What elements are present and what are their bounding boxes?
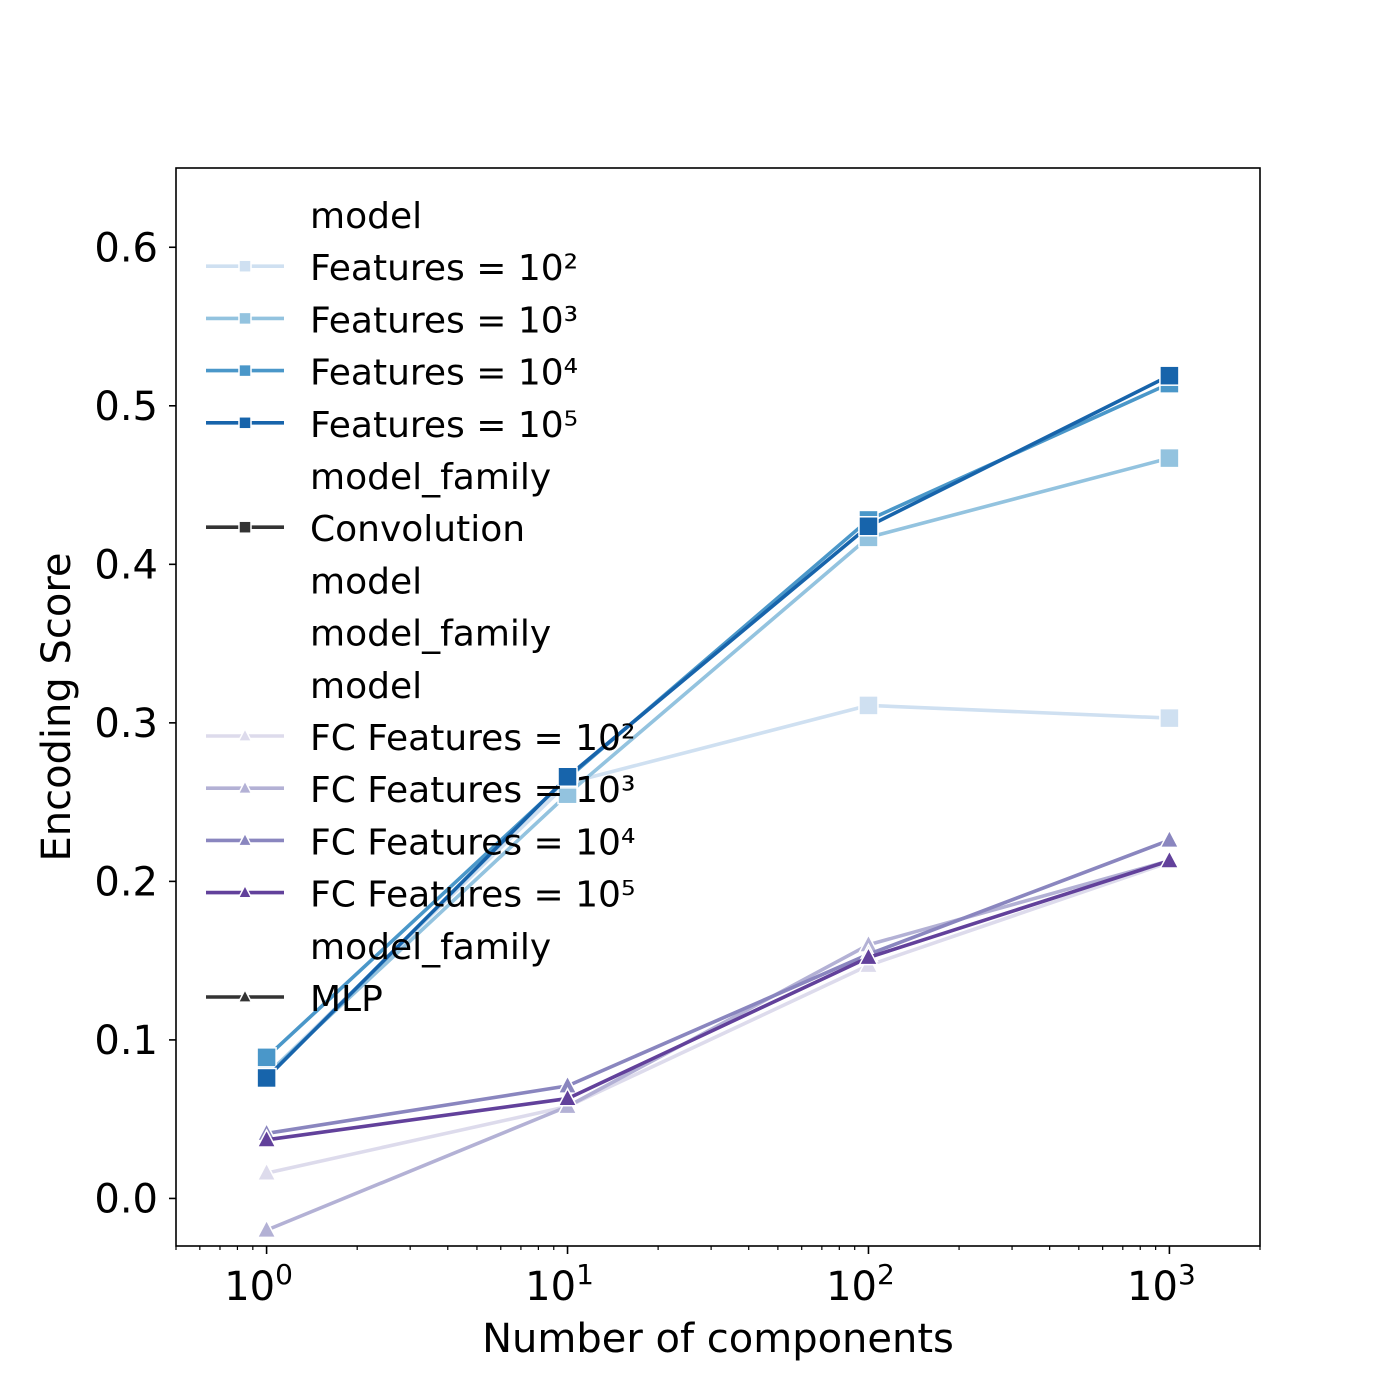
series-line xyxy=(265,456,1170,1077)
series-line xyxy=(266,838,1171,1136)
y-tick-label: 0.3 xyxy=(94,701,158,747)
series-line xyxy=(266,859,1170,1142)
legend-label: Features = 10³ xyxy=(310,300,578,341)
legend-marker xyxy=(238,311,252,326)
legend-header: model_family xyxy=(310,457,551,498)
series-fc-features-10- xyxy=(256,849,1180,1148)
series-line xyxy=(265,374,1171,1080)
legend-marker xyxy=(237,727,253,742)
legend-marker xyxy=(238,416,252,430)
series-features-10- xyxy=(256,365,1180,1089)
data-point xyxy=(256,1161,277,1182)
data-point xyxy=(858,945,879,966)
series-features-10- xyxy=(256,447,1180,1086)
x-tick-label: 102 xyxy=(826,1258,895,1310)
data-point xyxy=(1159,707,1180,729)
legend-marker xyxy=(237,883,253,899)
legend-marker xyxy=(238,259,252,273)
plot-frame xyxy=(175,167,1261,1247)
data-point xyxy=(256,1128,277,1148)
y-tick-label: 0.6 xyxy=(94,225,158,271)
legend-label: Features = 10² xyxy=(310,248,578,289)
legend-header: model xyxy=(310,561,422,602)
legend-label: FC Features = 10³ xyxy=(310,770,635,811)
series-line xyxy=(265,859,1170,1232)
legend-label: Convolution xyxy=(310,509,525,550)
data-point xyxy=(256,1218,277,1239)
y-axis-label: Encoding Score xyxy=(34,552,80,861)
data-point xyxy=(557,766,578,788)
legend-marker xyxy=(237,831,253,847)
legend-marker xyxy=(238,520,252,534)
legend-marker xyxy=(237,779,253,795)
data-point xyxy=(256,1047,277,1068)
y-tick-label: 0.1 xyxy=(94,1018,158,1064)
x-tick-label: 100 xyxy=(224,1258,293,1310)
x-tick-label: 101 xyxy=(525,1258,594,1310)
legend-header: model_family xyxy=(310,927,551,968)
series-line xyxy=(266,860,1170,1175)
y-tick-label: 0.5 xyxy=(94,384,158,430)
y-tick-label: 0.2 xyxy=(94,859,158,905)
legend-marker xyxy=(237,988,253,1003)
data-point xyxy=(256,1067,277,1089)
data-point xyxy=(1159,828,1180,849)
data-point xyxy=(858,516,879,537)
legend-header: model xyxy=(310,196,422,237)
data-point xyxy=(1159,447,1180,469)
x-axis-label: Number of components xyxy=(482,1316,954,1362)
axes: 0.0 0.1 0.2 0.3 0.4 0.5 0.6 100 101 102 103 xyxy=(94,225,1261,1310)
data-point xyxy=(1159,849,1180,869)
plot-marks xyxy=(256,365,1180,1239)
legend-header: model_family xyxy=(310,614,551,655)
y-tick-label: 0.0 xyxy=(94,1176,158,1222)
legend-label: Features = 10⁴ xyxy=(310,353,578,394)
legend-label: FC Features = 10⁴ xyxy=(310,822,635,863)
legend-label: FC Features = 10⁵ xyxy=(310,875,635,916)
legend-marker xyxy=(238,363,252,378)
legend-label: FC Features = 10² xyxy=(310,718,635,759)
legend: model Features = 10² Features = 10³ Feature… xyxy=(206,196,635,1020)
data-point xyxy=(858,695,879,716)
y-tick-label: 0.4 xyxy=(94,542,158,588)
x-tick-label: 103 xyxy=(1127,1258,1196,1310)
data-point xyxy=(1159,365,1180,386)
data-point xyxy=(557,1087,578,1107)
legend-header: model xyxy=(310,666,422,707)
legend-label: MLP xyxy=(310,979,383,1020)
legend-label: Features = 10⁵ xyxy=(310,405,578,446)
